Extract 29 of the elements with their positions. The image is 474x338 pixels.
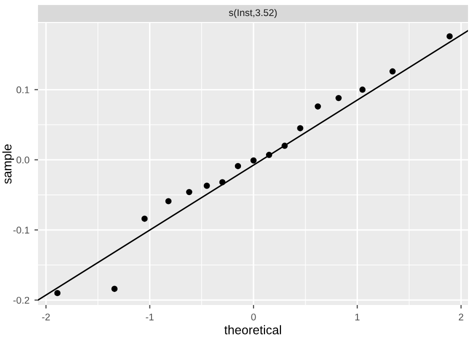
y-tick-label: -0.2 — [13, 296, 30, 304]
point — [186, 188, 192, 196]
x-tick-label: -1 — [146, 314, 154, 320]
point — [204, 182, 210, 189]
point — [314, 103, 321, 110]
y-tick-label: -0.1 — [13, 226, 30, 234]
point — [336, 94, 342, 102]
x-tick-label: -2 — [42, 314, 50, 320]
point — [234, 163, 242, 170]
point — [446, 33, 453, 40]
point — [250, 157, 257, 164]
point — [297, 125, 304, 132]
y-tick-label: 0.0 — [16, 156, 30, 164]
point — [359, 86, 366, 93]
point — [165, 198, 172, 204]
point — [282, 142, 288, 149]
x-axis-title: theoretical — [224, 325, 281, 334]
y-axis-title: sample — [2, 144, 14, 184]
point — [111, 286, 118, 292]
point — [219, 179, 226, 186]
x-tick-label: 2 — [458, 314, 464, 320]
point — [54, 290, 61, 296]
point — [389, 68, 396, 75]
x-tick-label: 1 — [355, 314, 360, 320]
point — [141, 216, 148, 222]
x-tick-label: 0 — [251, 314, 256, 320]
y-tick-label: 0.1 — [16, 86, 30, 94]
point — [266, 152, 272, 158]
chart-title: s(Inst,3.52) — [228, 8, 277, 18]
